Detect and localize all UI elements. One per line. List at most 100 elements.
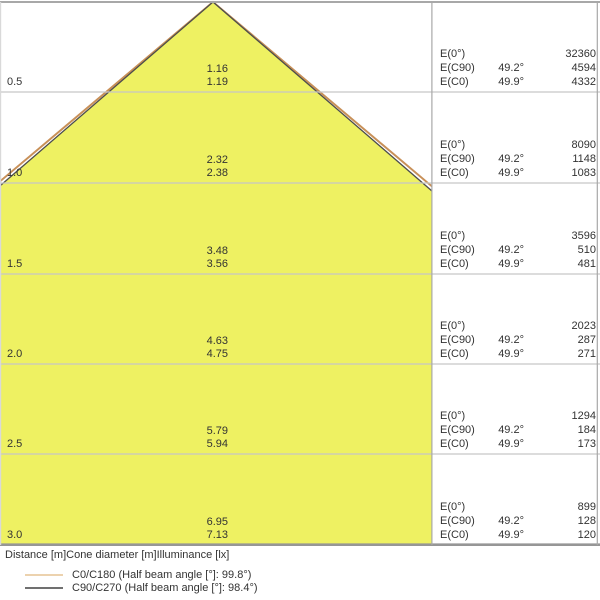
ec90-row-angle: 49.2° xyxy=(498,62,524,74)
ec0-row: E(C0) 49.9° 1083 xyxy=(440,166,596,180)
distance-label: 2.0 xyxy=(7,348,23,360)
ec90-row-value: 1148 xyxy=(572,153,596,165)
cone-diameter-labels: 6.95 7.13 xyxy=(207,516,228,542)
ec90-row-value: 4594 xyxy=(571,62,596,74)
e0-row-value: 899 xyxy=(577,501,596,513)
cone-diameter-c90-value: 3.48 xyxy=(206,245,228,257)
distance-label: 1.5 xyxy=(7,258,23,270)
ec90-row-angle: 49.2° xyxy=(498,334,524,346)
c0-c180-line-swatch xyxy=(25,573,63,576)
cone-diameter-labels: 2.32 2.38 xyxy=(207,154,228,180)
ec90-row-angle: 49.2° xyxy=(498,244,524,256)
cone-diameter-c90-value: 5.79 xyxy=(206,425,228,437)
cone-diameter-labels: 3.48 3.56 xyxy=(207,245,228,271)
ec90-row-value: 184 xyxy=(577,424,596,436)
e0-row-value: 3596 xyxy=(571,230,596,242)
cone-diameter-c0-value: 4.75 xyxy=(206,348,228,360)
ec0-row: E(C0) 49.9° 481 xyxy=(440,257,596,271)
e0-row-label: E(0°) xyxy=(440,501,466,513)
ec0-row: E(C0) 49.9° 271 xyxy=(440,347,596,361)
ec0-row-value: 4332 xyxy=(571,76,596,88)
e0-row-value: 2023 xyxy=(571,320,596,332)
legend-entry-c90-c270: C90/C270 (Half beam angle [°]: 98.4°) xyxy=(25,581,258,594)
ec90-row-angle: 49.2° xyxy=(498,153,524,165)
ec90-row: E(C90) 49.2° 1148 xyxy=(440,152,596,166)
ec90-row-label: E(C90) xyxy=(440,62,475,74)
ec0-row-angle: 49.9° xyxy=(498,438,524,450)
ec0-row: E(C0) 49.9° 120 xyxy=(440,528,596,542)
ec0-row-label: E(C0) xyxy=(440,348,469,360)
e0-row: E(0°) 3596 xyxy=(440,229,596,243)
cone-diameter-c0-value: 1.19 xyxy=(206,76,228,88)
ec90-row: E(C90) 49.2° 128 xyxy=(440,514,596,528)
ec0-row-value: 1083 xyxy=(571,167,596,179)
axis-legend-note: Distance [m]Cone diameter [m]Illuminance… xyxy=(5,549,230,561)
ec0-row-label: E(C0) xyxy=(440,529,469,541)
cone-diameter-c90-value: 2.32 xyxy=(206,154,228,166)
ec0-row-label: E(C0) xyxy=(440,438,469,450)
legend-entry-c0-c180: C0/C180 (Half beam angle [°]: 99.8°) xyxy=(25,568,251,581)
cone-diameter-labels: 4.63 4.75 xyxy=(207,335,228,361)
ec0-row-value: 120 xyxy=(577,529,596,541)
ec90-row-value: 128 xyxy=(577,515,596,527)
ec90-row-value: 510 xyxy=(577,244,596,256)
distance-label: 1.0 xyxy=(7,167,23,179)
ec0-row-angle: 49.9° xyxy=(498,348,524,360)
ec0-row-angle: 49.9° xyxy=(498,529,524,541)
ec90-row-angle: 49.2° xyxy=(498,515,524,527)
ec0-row-value: 481 xyxy=(577,258,596,270)
ec90-row: E(C90) 49.2° 287 xyxy=(440,333,596,347)
ec0-row: E(C0) 49.9° 173 xyxy=(440,437,596,451)
e0-row-value: 32360 xyxy=(565,48,596,60)
e0-row: E(0°) 32360 xyxy=(440,47,596,61)
e0-row: E(0°) 899 xyxy=(440,500,596,514)
ec90-row-value: 287 xyxy=(577,334,596,346)
e0-row-label: E(0°) xyxy=(440,48,466,60)
e0-row: E(0°) 8090 xyxy=(440,138,596,152)
ec90-row-label: E(C90) xyxy=(440,153,475,165)
cone-diameter-c0-value: 5.94 xyxy=(206,438,228,450)
cone-diameter-c90-value: 1.16 xyxy=(206,63,228,75)
illuminance-block: E(0°) 8090 E(C90) 49.2° 1148 E(C0) 49.9° 1083 xyxy=(440,138,596,180)
e0-row-label: E(0°) xyxy=(440,410,466,422)
ec0-row-value: 271 xyxy=(577,348,596,360)
ec0-row-angle: 49.9° xyxy=(498,258,524,270)
ec90-row-angle: 49.2° xyxy=(498,424,524,436)
cone-diameter-c90-value: 4.63 xyxy=(206,335,228,347)
cone-diameter-c0-value: 7.13 xyxy=(206,529,228,541)
ec90-row: E(C90) 49.2° 184 xyxy=(440,423,596,437)
ec0-row-label: E(C0) xyxy=(440,167,469,179)
distance-label: 3.0 xyxy=(7,529,23,541)
cone-diameter-labels: 5.79 5.94 xyxy=(207,425,228,451)
distance-label: 0.5 xyxy=(7,76,23,88)
ec90-row-label: E(C90) xyxy=(440,244,475,256)
gridlines xyxy=(0,91,600,455)
ec90-row-label: E(C90) xyxy=(440,334,475,346)
ec0-row-angle: 49.9° xyxy=(498,167,524,179)
illuminance-block: E(0°) 1294 E(C90) 49.2° 184 E(C0) 49.9° 173 xyxy=(440,409,596,451)
e0-row-label: E(0°) xyxy=(440,320,466,332)
illuminance-block: E(0°) 899 E(C90) 49.2° 128 E(C0) 49.9° 120 xyxy=(440,500,596,542)
illuminance-block: E(0°) 2023 E(C90) 49.2° 287 E(C0) 49.9° 271 xyxy=(440,319,596,361)
cone-diameter-c0-value: 2.38 xyxy=(206,167,228,179)
cone-diameter-labels: 1.16 1.19 xyxy=(207,63,228,89)
ec90-row: E(C90) 49.2° 510 xyxy=(440,243,596,257)
ec0-row-value: 173 xyxy=(577,438,596,450)
ec0-row-label: E(C0) xyxy=(440,258,469,270)
e0-row-label: E(0°) xyxy=(440,230,466,242)
ec90-row: E(C90) 49.2° 4594 xyxy=(440,61,596,75)
e0-row: E(0°) 2023 xyxy=(440,319,596,333)
c90-c270-line-swatch xyxy=(25,586,63,589)
cone-chart-canvas xyxy=(0,0,600,546)
c0-c180-legend-label: C0/C180 (Half beam angle [°]: 99.8°) xyxy=(72,568,252,581)
illuminance-block: E(0°) 3596 E(C90) 49.2° 510 E(C0) 49.9° 481 xyxy=(440,229,596,271)
ec90-row-label: E(C90) xyxy=(440,424,475,436)
e0-row-value: 8090 xyxy=(571,139,596,151)
e0-row-value: 1294 xyxy=(571,410,596,422)
distance-label: 2.5 xyxy=(7,438,23,450)
ec0-row: E(C0) 49.9° 4332 xyxy=(440,75,596,89)
ec0-row-label: E(C0) xyxy=(440,76,469,88)
c90-c270-legend-label: C90/C270 (Half beam angle [°]: 98.4°) xyxy=(72,581,258,594)
cone-diameter-c0-value: 3.56 xyxy=(206,258,228,270)
